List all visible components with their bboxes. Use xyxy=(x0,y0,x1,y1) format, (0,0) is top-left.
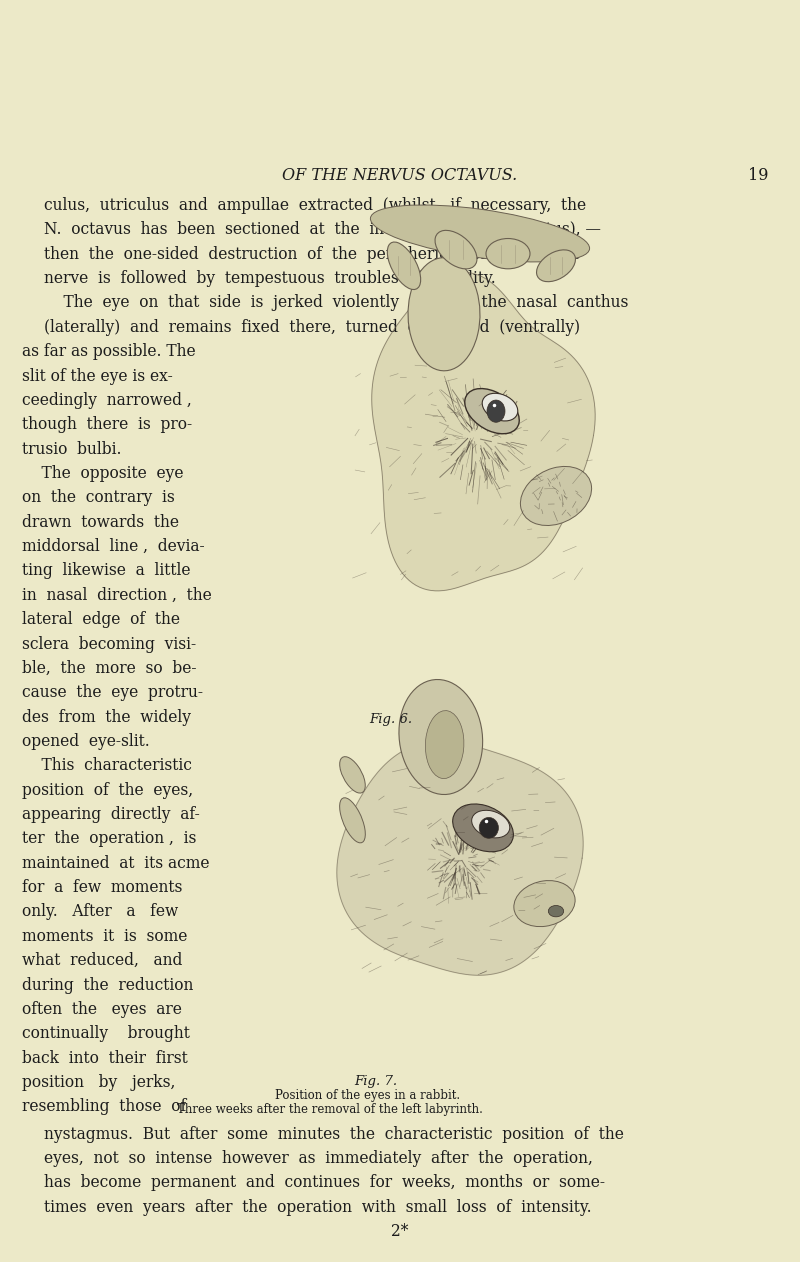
Text: slit of the eye is ex-: slit of the eye is ex- xyxy=(22,367,173,385)
Ellipse shape xyxy=(340,757,366,793)
Text: 2*: 2* xyxy=(391,1223,409,1241)
Text: des  from  the  widely: des from the widely xyxy=(22,708,191,726)
Ellipse shape xyxy=(465,389,519,434)
Text: appearing  directly  af-: appearing directly af- xyxy=(22,806,200,823)
Ellipse shape xyxy=(537,250,575,281)
Ellipse shape xyxy=(387,242,421,289)
Text: Position of the eyes in a rabbit.: Position of the eyes in a rabbit. xyxy=(275,1089,461,1102)
Text: ceedingly  narrowed ,: ceedingly narrowed , xyxy=(22,392,192,409)
Text: This  characteristic: This characteristic xyxy=(22,757,192,775)
Ellipse shape xyxy=(340,798,366,843)
Text: position   by   jerks,: position by jerks, xyxy=(22,1074,176,1090)
Ellipse shape xyxy=(486,239,530,269)
Text: only.   After   a   few: only. After a few xyxy=(22,904,178,920)
Text: continually    brought: continually brought xyxy=(22,1025,190,1042)
Text: for  a  few  moments: for a few moments xyxy=(22,880,182,896)
Ellipse shape xyxy=(453,804,514,852)
Text: culus,  utriculus  and  ampullae  extracted  (whilst,  if  necessary,  the: culus, utriculus and ampullae extracted … xyxy=(44,197,586,213)
Text: nerve  is  followed  by  tempestuous  troubles  of  motility.: nerve is followed by tempestuous trouble… xyxy=(44,270,496,286)
Text: moments  it  is  some: moments it is some xyxy=(22,928,188,945)
Text: eyes,  not  so  intense  however  as  immediately  after  the  operation,: eyes, not so intense however as immediat… xyxy=(44,1150,593,1167)
Ellipse shape xyxy=(479,818,498,838)
Text: Three weeks after the removal of the left labyrinth.: Three weeks after the removal of the lef… xyxy=(178,1103,483,1116)
Ellipse shape xyxy=(514,881,575,926)
Ellipse shape xyxy=(487,400,505,423)
Ellipse shape xyxy=(482,394,518,422)
Text: maintained  at  its acme: maintained at its acme xyxy=(22,854,210,872)
Text: often  the   eyes  are: often the eyes are xyxy=(22,1001,182,1018)
Text: nystagmus.  But  after  some  minutes  the  characteristic  position  of  the: nystagmus. But after some minutes the ch… xyxy=(44,1126,624,1142)
Text: then  the  one-sided  destruction  of  the  peripherical  organ  of  this: then the one-sided destruction of the pe… xyxy=(44,246,580,262)
Text: The  eye  on  that  side  is  jerked  violently  towards  the  nasal  canthus: The eye on that side is jerked violently… xyxy=(44,294,628,312)
Text: The  opposite  eye: The opposite eye xyxy=(22,464,184,482)
Text: what  reduced,   and: what reduced, and xyxy=(22,952,182,969)
Text: though  there  is  pro-: though there is pro- xyxy=(22,416,193,433)
Text: N.  octavus  has  been  sectioned  at  the  interior  auditory  meatus), —: N. octavus has been sectioned at the int… xyxy=(44,221,601,239)
Text: Fig. 7.: Fig. 7. xyxy=(354,1075,398,1088)
Text: drawn  towards  the: drawn towards the xyxy=(22,514,179,531)
Text: 19: 19 xyxy=(748,167,769,183)
Ellipse shape xyxy=(370,204,590,262)
Text: times  even  years  after  the  operation  with  small  loss  of  intensity.: times even years after the operation wit… xyxy=(44,1199,592,1215)
Ellipse shape xyxy=(408,257,480,371)
Text: ble,  the  more  so  be-: ble, the more so be- xyxy=(22,660,197,676)
Text: middorsal  line ,  devia-: middorsal line , devia- xyxy=(22,538,205,555)
Text: has  become  permanent  and  continues  for  weeks,  months  or  some-: has become permanent and continues for w… xyxy=(44,1175,605,1191)
Text: lateral  edge  of  the: lateral edge of the xyxy=(22,611,181,628)
Text: (laterally)  and  remains  fixed  there,  turned  downward  (ventrally): (laterally) and remains fixed there, tur… xyxy=(44,318,580,336)
Text: resembling  those  of: resembling those of xyxy=(22,1098,186,1116)
Ellipse shape xyxy=(399,679,482,795)
Text: during  the  reduction: during the reduction xyxy=(22,977,194,993)
Ellipse shape xyxy=(521,467,591,525)
Text: back  into  their  first: back into their first xyxy=(22,1050,188,1066)
Ellipse shape xyxy=(435,231,477,269)
Ellipse shape xyxy=(472,810,510,838)
Text: in  nasal  direction ,  the: in nasal direction , the xyxy=(22,587,212,603)
Text: trusio  bulbi.: trusio bulbi. xyxy=(22,440,122,458)
Text: cause  the  eye  protru-: cause the eye protru- xyxy=(22,684,203,702)
Text: OF THE NERVUS OCTAVUS.: OF THE NERVUS OCTAVUS. xyxy=(282,167,518,183)
Text: opened  eye-slit.: opened eye-slit. xyxy=(22,733,150,750)
Text: ter  the  operation ,  is: ter the operation , is xyxy=(22,830,197,847)
Text: sclera  becoming  visi-: sclera becoming visi- xyxy=(22,636,197,652)
Text: position  of  the  eyes,: position of the eyes, xyxy=(22,781,194,799)
Polygon shape xyxy=(337,741,583,976)
Text: on  the  contrary  is: on the contrary is xyxy=(22,490,175,506)
Text: ting  likewise  a  little: ting likewise a little xyxy=(22,563,191,579)
Ellipse shape xyxy=(426,711,464,779)
Text: as far as possible. The: as far as possible. The xyxy=(22,343,196,360)
Text: Fig. 6.: Fig. 6. xyxy=(369,713,412,726)
Polygon shape xyxy=(372,273,595,591)
Ellipse shape xyxy=(548,906,564,916)
